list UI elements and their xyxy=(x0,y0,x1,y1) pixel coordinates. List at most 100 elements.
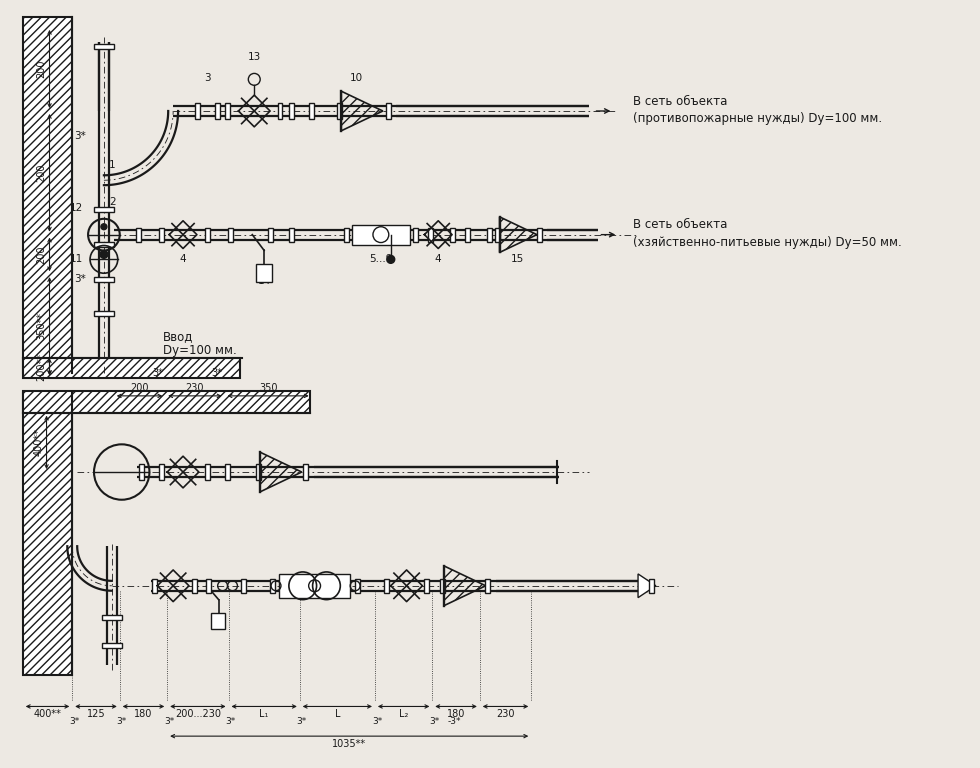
Bar xyxy=(159,228,164,242)
Text: 350**: 350** xyxy=(36,312,47,340)
Text: 200: 200 xyxy=(36,245,47,263)
Bar xyxy=(94,242,114,247)
Bar xyxy=(537,228,542,242)
Bar xyxy=(159,464,164,480)
Circle shape xyxy=(101,223,107,230)
Bar xyxy=(102,643,122,647)
Bar xyxy=(94,207,114,213)
Circle shape xyxy=(387,256,395,263)
Text: 3*: 3* xyxy=(164,717,174,727)
Bar xyxy=(466,228,470,242)
Bar xyxy=(485,579,490,593)
Bar xyxy=(195,103,200,119)
Text: (противопожарные нужды) Dy=100 мм.: (противопожарные нужды) Dy=100 мм. xyxy=(633,112,882,125)
Text: 400**: 400** xyxy=(33,429,44,456)
Text: (хзяйственно-питьевые нужды) Dy=50 мм.: (хзяйственно-питьевые нужды) Dy=50 мм. xyxy=(633,236,902,249)
Bar xyxy=(289,228,294,242)
Text: 180: 180 xyxy=(134,710,153,720)
Text: В сеть объекта: В сеть объекта xyxy=(633,218,727,231)
Bar xyxy=(23,359,240,378)
Bar xyxy=(241,579,246,593)
Bar xyxy=(102,615,122,620)
Text: 4: 4 xyxy=(179,254,186,264)
Text: 1: 1 xyxy=(109,161,116,170)
Text: L: L xyxy=(334,710,340,720)
Bar xyxy=(23,393,73,675)
Text: 12: 12 xyxy=(70,203,83,213)
Bar xyxy=(205,464,211,480)
Bar xyxy=(289,103,294,119)
Text: 4: 4 xyxy=(435,254,442,264)
Text: 3*: 3* xyxy=(429,717,439,727)
Bar xyxy=(205,228,211,242)
Bar xyxy=(270,579,274,593)
Polygon shape xyxy=(638,574,656,598)
Text: Ввод: Ввод xyxy=(164,330,194,343)
Bar xyxy=(386,103,391,119)
Bar xyxy=(268,228,272,242)
Bar xyxy=(94,276,114,282)
Bar xyxy=(94,45,114,49)
Text: 200**: 200** xyxy=(36,353,47,381)
Bar xyxy=(94,311,114,316)
Bar xyxy=(211,614,224,629)
Bar xyxy=(495,228,500,242)
Bar xyxy=(413,228,417,242)
Text: 200: 200 xyxy=(130,383,149,393)
Bar xyxy=(424,579,429,593)
Text: В сеть объекта: В сеть объекта xyxy=(633,94,727,108)
Bar xyxy=(225,464,230,480)
Text: 5...9: 5...9 xyxy=(369,254,393,264)
Text: 230: 230 xyxy=(496,710,514,720)
Bar xyxy=(440,579,445,593)
Bar xyxy=(352,225,410,244)
Bar xyxy=(225,103,230,119)
Text: 3*: 3* xyxy=(212,368,222,378)
Text: 3*: 3* xyxy=(70,717,79,727)
Text: 15: 15 xyxy=(511,254,524,264)
Text: 350: 350 xyxy=(259,383,277,393)
Bar xyxy=(152,579,157,593)
Text: 400**: 400** xyxy=(33,710,62,720)
Bar xyxy=(487,228,492,242)
Text: 3: 3 xyxy=(205,73,211,83)
Text: 200...230: 200...230 xyxy=(174,710,220,720)
Text: -3*: -3* xyxy=(447,717,461,727)
Text: L₁: L₁ xyxy=(260,710,269,720)
Text: 10: 10 xyxy=(350,73,363,83)
Text: 13: 13 xyxy=(248,51,261,61)
Text: 1035**: 1035** xyxy=(332,739,367,749)
Text: 3*: 3* xyxy=(117,717,126,727)
Bar xyxy=(23,17,73,373)
Text: 3*: 3* xyxy=(74,131,86,141)
Bar xyxy=(136,228,141,242)
Bar xyxy=(206,579,212,593)
Text: Dy=100 мм.: Dy=100 мм. xyxy=(164,344,237,357)
Text: 200: 200 xyxy=(36,164,47,182)
Bar xyxy=(355,579,360,593)
Bar xyxy=(279,574,350,598)
Text: 230: 230 xyxy=(185,383,204,393)
Text: 3*: 3* xyxy=(371,717,382,727)
Bar xyxy=(256,464,261,480)
Text: 2: 2 xyxy=(109,197,116,207)
Text: 125: 125 xyxy=(86,710,105,720)
Bar xyxy=(337,103,342,119)
Bar xyxy=(650,579,655,593)
Text: 14: 14 xyxy=(258,276,270,286)
Text: 3*: 3* xyxy=(74,274,86,284)
Text: 200: 200 xyxy=(36,60,47,78)
Text: 180: 180 xyxy=(447,710,465,720)
Bar xyxy=(256,264,272,282)
Bar xyxy=(139,464,144,480)
Bar xyxy=(450,228,455,242)
Bar xyxy=(23,391,310,412)
Bar xyxy=(228,228,233,242)
Text: 3*: 3* xyxy=(225,717,235,727)
Bar xyxy=(384,579,389,593)
Circle shape xyxy=(100,250,108,258)
Bar xyxy=(216,103,220,119)
Text: 3*: 3* xyxy=(297,717,307,727)
Text: 11: 11 xyxy=(70,254,83,264)
Bar xyxy=(303,464,308,480)
